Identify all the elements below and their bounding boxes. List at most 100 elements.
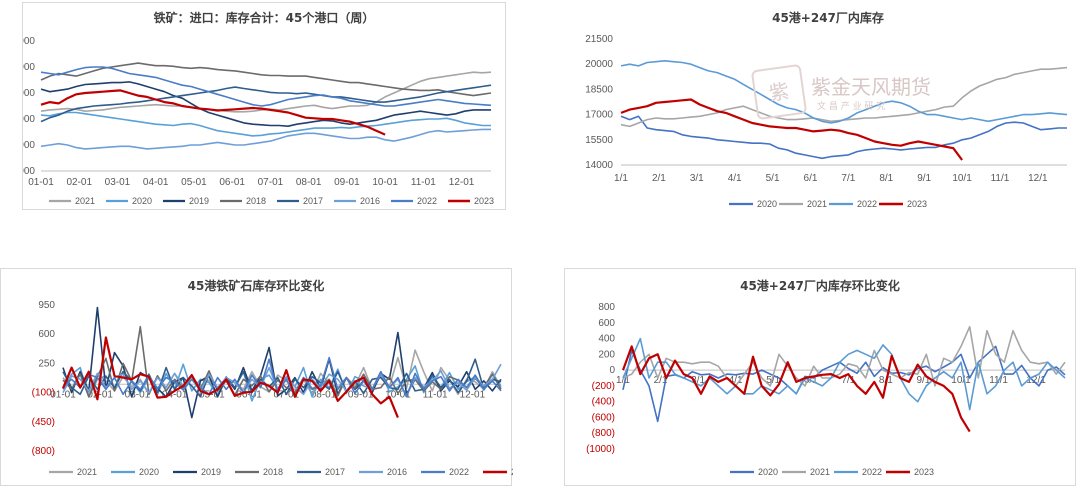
chart-title: 45港+247厂内库存环比变化 bbox=[740, 279, 900, 293]
x-tick-label: 09-01 bbox=[348, 389, 374, 400]
series-line-2022 bbox=[62, 356, 502, 398]
chart-panel-port-plant-wow-change: 45港+247厂内库存环比变化 800 600 400 200 0 (200) (400) (… bbox=[564, 268, 1076, 486]
x-tick-label: 2/1 bbox=[654, 375, 668, 386]
series-line-2023 bbox=[61, 336, 399, 419]
x-tick-label: 10-01 bbox=[372, 177, 398, 188]
y-tick-label: (450) bbox=[32, 417, 55, 428]
y-tick-label: 18500 bbox=[585, 84, 613, 95]
x-tick-label: 12-01 bbox=[449, 177, 475, 188]
watermark-subtext: 文 昌 产 业 研 究 bbox=[817, 102, 886, 112]
x-tick-label: 04-01 bbox=[162, 389, 188, 400]
y-tick-label: 15500 bbox=[585, 135, 613, 146]
x-tick-label: 04-01 bbox=[143, 177, 169, 188]
chart-port-plant-inventory: 14000 15500 17000 18500 20000 21500 1/1 2/1 3/1 4… bbox=[585, 34, 1068, 209]
x-tick-label: 05-01 bbox=[181, 177, 207, 188]
legend-label-2023: 2023 bbox=[914, 467, 934, 477]
y-tick-label: 21500 bbox=[585, 34, 613, 45]
x-tick-label: 12/1 bbox=[1028, 173, 1048, 184]
x-tick-label: 06-01 bbox=[219, 177, 245, 188]
series-line-2020 bbox=[622, 345, 1066, 423]
x-tick-label: 01-01 bbox=[50, 389, 76, 400]
legend-label-2018: 2018 bbox=[263, 467, 283, 477]
x-tick-label: 8/1 bbox=[879, 173, 893, 184]
watermark-text: 紫金天风期货 bbox=[811, 75, 931, 99]
y-tick-label: (800) bbox=[32, 446, 55, 457]
chart-port-wow-change: 950 600 250 (100) (450) (800) 01-01 02-01 03-01 0… bbox=[32, 300, 513, 477]
x-tick-label: 4/1 bbox=[729, 375, 743, 386]
y-tick-label: 950 bbox=[38, 300, 55, 311]
y-tick-label: 400 bbox=[598, 334, 615, 345]
y-tick-label: 0 bbox=[609, 365, 615, 376]
series-line-2017 bbox=[40, 84, 492, 123]
legend-label-2021: 2021 bbox=[810, 467, 830, 477]
series-line-2023 bbox=[621, 345, 971, 433]
chart-title: 45港铁矿石库存环比变化 bbox=[187, 279, 325, 293]
y-tick-label: 12000 bbox=[23, 114, 35, 125]
chart-port-plant-wow-change: 800 600 400 200 0 (200) (400) (600) (800) (1000) 1… bbox=[586, 302, 1066, 477]
y-tick-label: 17000 bbox=[585, 110, 613, 121]
x-tick-label: 7/1 bbox=[841, 173, 855, 184]
x-tick-label: 02-01 bbox=[87, 389, 113, 400]
y-tick-label: 600 bbox=[598, 318, 615, 329]
legend-label-2021: 2021 bbox=[75, 196, 95, 206]
x-tick-label: 10/1 bbox=[952, 173, 972, 184]
y-tick-label: (400) bbox=[592, 397, 615, 408]
legend-label-2017: 2017 bbox=[325, 467, 345, 477]
legend-label-2022: 2022 bbox=[417, 196, 437, 206]
y-tick-label: 600 bbox=[38, 329, 55, 340]
x-tick-label: 10/1 bbox=[951, 375, 971, 386]
y-tick-label: 14000 bbox=[585, 160, 613, 171]
chart-title: 45港+247厂内库存 bbox=[772, 11, 884, 25]
chart-panel-port-plant-inventory: 45港+247厂内库存 14000 15500 17000 18500 20000 215… bbox=[578, 2, 1078, 210]
y-tick-label: 16000 bbox=[23, 62, 35, 73]
x-tick-label: 6/1 bbox=[804, 173, 818, 184]
chart-panel-port-inventory: 铁矿：进口：库存合计：45个港口（周） 8000 10000 12000 14000 1… bbox=[22, 2, 506, 210]
y-tick-label: 200 bbox=[598, 349, 615, 360]
legend-label-2022: 2022 bbox=[862, 467, 882, 477]
legend-label-2016: 2016 bbox=[360, 196, 380, 206]
x-tick-label: 03-01 bbox=[125, 389, 151, 400]
chart-port-inventory: 8000 10000 12000 14000 16000 18000 01-01 02-01 0… bbox=[23, 36, 494, 206]
x-tick-label: 9/1 bbox=[916, 375, 930, 386]
legend-label-2023: 2023 bbox=[511, 467, 513, 477]
y-tick-label: 8000 bbox=[23, 166, 35, 177]
y-tick-label: (800) bbox=[592, 428, 615, 439]
y-tick-label: 250 bbox=[38, 358, 55, 369]
series-line-2018 bbox=[40, 62, 492, 97]
legend-label-2020: 2020 bbox=[757, 199, 777, 209]
legend-label-2019: 2019 bbox=[201, 467, 221, 477]
x-tick-label: 07-01 bbox=[258, 177, 284, 188]
chart-panel-port-wow-change: 45港铁矿石库存环比变化 950 600 250 (100) (450) (800) 01-… bbox=[0, 268, 513, 486]
y-tick-label: 14000 bbox=[23, 88, 35, 99]
watermark-logo: 紫 bbox=[750, 63, 808, 121]
x-tick-label: 2/1 bbox=[652, 173, 666, 184]
x-tick-label: 12-01 bbox=[460, 389, 486, 400]
x-tick-label: 02-01 bbox=[66, 177, 92, 188]
legend-label-2020: 2020 bbox=[758, 467, 778, 477]
series-line-2023 bbox=[620, 98, 963, 161]
x-tick-label: 11/1 bbox=[991, 173, 1010, 184]
legend-label-2023: 2023 bbox=[474, 196, 494, 206]
legend-label-2019: 2019 bbox=[189, 196, 209, 206]
x-tick-label: 5/1 bbox=[766, 173, 780, 184]
legend-label-2021: 2021 bbox=[77, 467, 97, 477]
series-line-2020 bbox=[40, 111, 491, 137]
series-line-2022 bbox=[620, 59, 1068, 124]
x-tick-label: 1/1 bbox=[616, 375, 630, 386]
legend-label-2021: 2021 bbox=[807, 199, 827, 209]
x-tick-label: 3/1 bbox=[691, 375, 705, 386]
x-tick-label: 05-01 bbox=[199, 389, 225, 400]
legend-label-2020: 2020 bbox=[139, 467, 159, 477]
legend-label-2016: 2016 bbox=[387, 467, 407, 477]
x-tick-label: 01-01 bbox=[28, 177, 54, 188]
x-tick-label: 03-01 bbox=[105, 177, 131, 188]
x-tick-label: 5/1 bbox=[766, 375, 780, 386]
series-line-2023 bbox=[40, 89, 386, 136]
x-tick-label: 12/1 bbox=[1026, 375, 1046, 386]
series-line-2022 bbox=[40, 66, 492, 107]
y-tick-label: 20000 bbox=[585, 59, 613, 70]
series-line-2021 bbox=[622, 325, 1066, 387]
x-tick-label: 08-01 bbox=[311, 389, 337, 400]
y-tick-label: (100) bbox=[32, 388, 55, 399]
x-tick-label: 11-01 bbox=[423, 389, 448, 400]
